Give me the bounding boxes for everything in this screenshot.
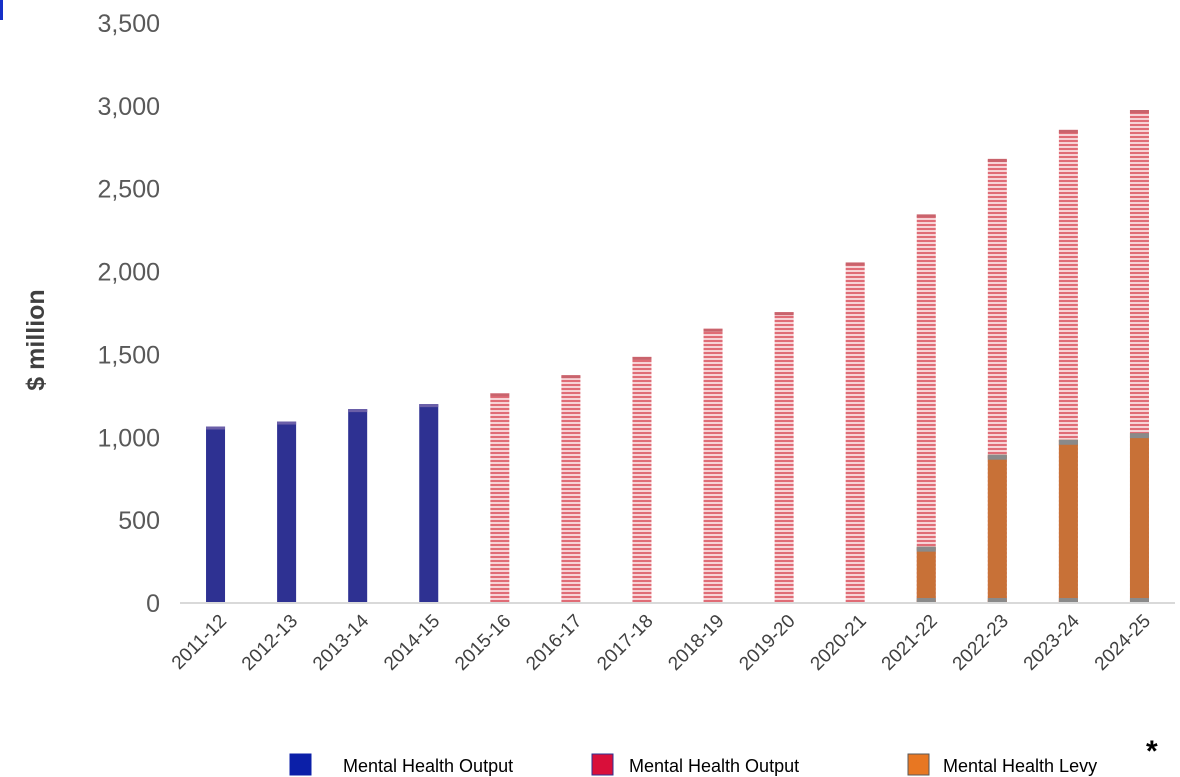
bar-mental-health-levy <box>1058 439 1078 603</box>
x-tick-label: 2022-23 <box>949 611 1013 675</box>
bar-mental-health-output-blue <box>277 421 297 603</box>
x-tick-label: 2023-24 <box>1020 610 1084 674</box>
bar-base <box>1058 598 1078 603</box>
bar-cap <box>561 375 581 379</box>
y-tick-label: 2,000 <box>97 259 160 287</box>
legend-swatch <box>591 753 614 776</box>
y-axis: 0 500 1,000 1,500 2,000 2,500 3,000 3,500 <box>97 10 160 618</box>
bar-cap <box>1129 110 1149 113</box>
bar-cap <box>206 426 226 430</box>
bar-base <box>1129 598 1149 603</box>
corner-marker <box>0 0 3 20</box>
bar-cap <box>1058 129 1078 133</box>
bars <box>206 110 1149 603</box>
x-tick-label: 2014-15 <box>380 611 444 675</box>
x-tick-label: 2016-17 <box>522 611 586 675</box>
bar-cap <box>419 404 439 408</box>
bar-cap <box>632 356 652 360</box>
bar-cap <box>916 214 936 218</box>
y-tick-label: 500 <box>118 507 160 535</box>
legend-label: Mental Health Levy <box>943 756 1097 776</box>
x-tick-label: 2021-22 <box>878 611 942 675</box>
bar-mental-health-output-blue <box>348 409 368 603</box>
bar-mental-health-output-blue <box>206 426 226 603</box>
bar-mental-health-levy <box>987 454 1007 603</box>
bar-cap <box>916 546 936 552</box>
x-tick-label: 2012-13 <box>238 611 302 675</box>
y-tick-label: 1,500 <box>97 341 160 369</box>
legend-swatch <box>289 753 312 776</box>
x-tick-label: 2017-18 <box>593 611 657 675</box>
legend-label: Mental Health Output <box>343 756 513 776</box>
x-tick-label: 2020-21 <box>807 611 871 675</box>
x-tick-label: 2018-19 <box>664 611 728 675</box>
bar-mental-health-output-blue <box>419 404 439 603</box>
bar-cap <box>1129 433 1149 439</box>
y-axis-title: $ million <box>22 289 50 390</box>
legend: Mental Health Output Mental Health Output… <box>289 735 1158 776</box>
x-tick-label: 2019-20 <box>735 611 799 675</box>
x-tick-label: 2011-12 <box>168 611 231 674</box>
bar-mental-health-output-red <box>632 356 652 603</box>
bar-cap <box>845 262 865 266</box>
y-tick-label: 0 <box>146 590 160 618</box>
bar-mental-health-levy <box>916 546 936 603</box>
y-tick-label: 3,500 <box>97 10 160 38</box>
bar-mental-health-output-red <box>561 375 581 603</box>
x-tick-label: 2024-25 <box>1091 611 1155 675</box>
bar-base <box>987 598 1007 603</box>
bar-cap <box>987 454 1007 460</box>
bar-cap <box>490 393 510 397</box>
bar-mental-health-output-red <box>845 262 865 603</box>
bar-mental-health-output-red <box>490 393 510 603</box>
x-tick-label: 2013-14 <box>309 610 373 674</box>
bar-mental-health-levy <box>1129 433 1149 603</box>
bar-mental-health-output-red <box>774 312 794 603</box>
bar-mental-health-output-red <box>916 214 936 603</box>
legend-footnote-marker: * <box>1146 735 1158 768</box>
y-tick-label: 2,500 <box>97 176 160 204</box>
y-tick-label: 3,000 <box>97 93 160 121</box>
bar-cap <box>277 421 297 425</box>
bar-cap <box>1058 439 1078 445</box>
x-tick-label: 2015-16 <box>451 611 515 675</box>
bar-cap <box>987 158 1007 162</box>
bar-cap <box>774 312 794 316</box>
y-tick-label: 1,000 <box>97 424 160 452</box>
bar-mental-health-output-red <box>703 328 723 603</box>
bar-base <box>916 598 936 603</box>
bar-cap <box>348 409 368 413</box>
bar-cap <box>703 328 723 332</box>
legend-swatch <box>907 753 930 776</box>
legend-label: Mental Health Output <box>629 756 799 776</box>
x-axis: 2011-12 2012-13 2013-14 2014-15 2015-16 2016-… <box>168 610 1155 674</box>
